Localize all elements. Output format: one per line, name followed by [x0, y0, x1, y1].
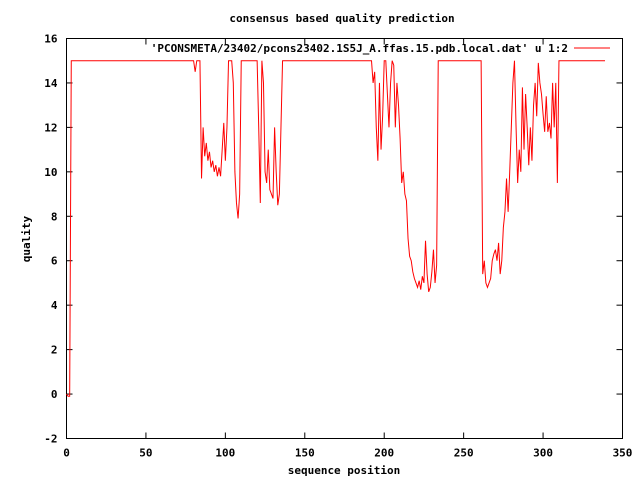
series-group	[66, 60, 606, 397]
x-tick-label: 50	[139, 447, 152, 460]
plot-area-frame	[66, 38, 623, 439]
chart-title: consensus based quality prediction	[229, 12, 454, 25]
y-tick-label: 4	[51, 299, 58, 312]
y-tick-label: 0	[51, 388, 58, 401]
legend: 'PCONSMETA/23402/pcons23402.1S5J_A.ffas.…	[151, 42, 610, 55]
x-tick-label: 250	[454, 447, 474, 460]
axis-ticks: -2 0 2 4 6 8 10 12 14 16 0 50 100 150 200 250 300 350	[44, 33, 632, 460]
x-tick-label: 100	[215, 447, 235, 460]
y-tick-label: 2	[51, 344, 58, 357]
x-tick-label: 150	[295, 447, 315, 460]
legend-label: 'PCONSMETA/23402/pcons23402.1S5J_A.ffas.…	[151, 42, 568, 55]
y-tick-label: 6	[51, 255, 58, 268]
x-tick-label: 200	[374, 447, 394, 460]
x-tick-label: 0	[63, 447, 70, 460]
y-tick-label: 12	[44, 121, 57, 134]
y-tick-label: 14	[44, 77, 58, 90]
y-tick-label: 16	[44, 33, 58, 46]
x-tick-label: 350	[613, 447, 633, 460]
y-tick-label: -2	[44, 433, 57, 446]
x-tick-label: 300	[533, 447, 553, 460]
series-line-1	[66, 60, 606, 397]
y-axis-label: quality	[20, 215, 33, 262]
x-axis-label: sequence position	[288, 464, 401, 477]
y-tick-label: 10	[44, 166, 57, 179]
y-tick-label: 8	[51, 210, 58, 223]
